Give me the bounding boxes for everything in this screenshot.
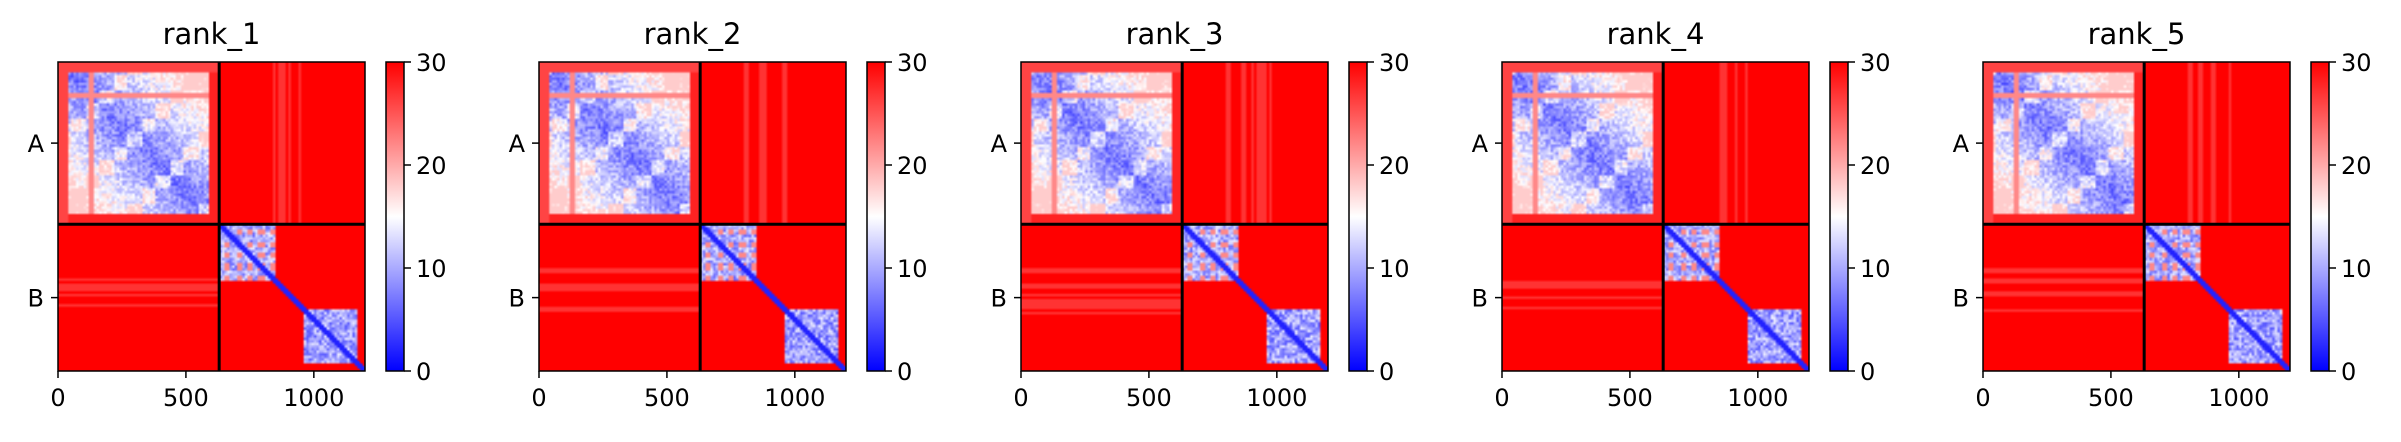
axes-frame [1020,61,1329,372]
chain-label-B: B [1472,285,1488,313]
colorbar-tick-label: 10 [416,255,447,283]
panel-3: rank_3 0 500 1000 A B 0 10 20 30 [991,17,1410,412]
colorbar [1829,61,1849,372]
colorbar-tick-label: 0 [416,358,431,386]
heatmap-image [1021,62,1328,371]
x-tick-label: 0 [1013,384,1028,412]
colorbar-tick-label: 30 [1860,49,1891,77]
colorbar-tick-label: 30 [897,49,928,77]
x-tick-label: 1000 [283,384,344,412]
colorbar-tick-label: 20 [1379,152,1410,180]
x-tick-label: 500 [163,384,209,412]
colorbar-tick-label: 20 [2341,152,2372,180]
colorbar [866,61,886,372]
colorbar-tick-label: 0 [1860,358,1875,386]
chain-label-A: A [28,130,45,158]
x-tick-label: 0 [531,384,546,412]
colorbar-tick-label: 30 [2341,49,2372,77]
panel-2: rank_2 0 500 1000 A B 0 10 20 30 [509,17,928,412]
colorbar-tick-label: 0 [897,358,912,386]
chain-label-B: B [991,285,1007,313]
x-tick-label: 500 [1126,384,1172,412]
x-tick-label: 0 [1494,384,1509,412]
colorbar-tick-label: 30 [416,49,447,77]
colorbar [2310,61,2330,372]
panel-5: rank_5 0 500 1000 A B 0 10 20 30 [1953,17,2372,412]
axes-frame [1982,61,2291,372]
colorbar-tick-label: 30 [1379,49,1410,77]
x-tick-label: 500 [644,384,690,412]
chain-label-A: A [1472,130,1489,158]
x-tick-label: 0 [50,384,65,412]
panel-4: rank_4 0 500 1000 A B 0 10 20 30 [1472,17,1891,412]
colorbar [385,61,405,372]
colorbar-tick-label: 0 [1379,358,1394,386]
x-tick-label: 500 [2088,384,2134,412]
colorbar-tick-label: 10 [1379,255,1410,283]
colorbar [1348,61,1368,372]
x-tick-label: 1000 [1246,384,1307,412]
axes-frame [1501,61,1810,372]
heatmap-image [1502,62,1809,371]
chain-label-A: A [509,130,526,158]
colorbar-tick-label: 10 [1860,255,1891,283]
chain-label-B: B [28,285,44,313]
panel-title: rank_4 [1607,17,1705,51]
panel-1: rank_1 0 500 1000 A B 0 10 20 30 [28,17,447,412]
colorbar-tick-label: 20 [416,152,447,180]
heatmap-image [1983,62,2290,371]
chain-label-B: B [509,285,525,313]
panel-title: rank_2 [644,17,742,51]
axes-frame [538,61,847,372]
axes-frame [57,61,366,372]
panel-title: rank_5 [2088,17,2186,51]
chain-label-B: B [1953,285,1969,313]
x-tick-label: 1000 [764,384,825,412]
colorbar-tick-label: 10 [897,255,928,283]
colorbar-tick-label: 10 [2341,255,2372,283]
colorbar-tick-label: 20 [897,152,928,180]
heatmap-image [539,62,846,371]
panel-title: rank_3 [1126,17,1224,51]
x-tick-label: 1000 [1727,384,1788,412]
x-tick-label: 500 [1607,384,1653,412]
colorbar-tick-label: 0 [2341,358,2356,386]
colorbar-tick-label: 20 [1860,152,1891,180]
panel-title: rank_1 [163,17,261,51]
x-tick-label: 1000 [2208,384,2269,412]
chain-label-A: A [991,130,1008,158]
heatmap-image [58,62,365,371]
chain-label-A: A [1953,130,1970,158]
x-tick-label: 0 [1975,384,1990,412]
